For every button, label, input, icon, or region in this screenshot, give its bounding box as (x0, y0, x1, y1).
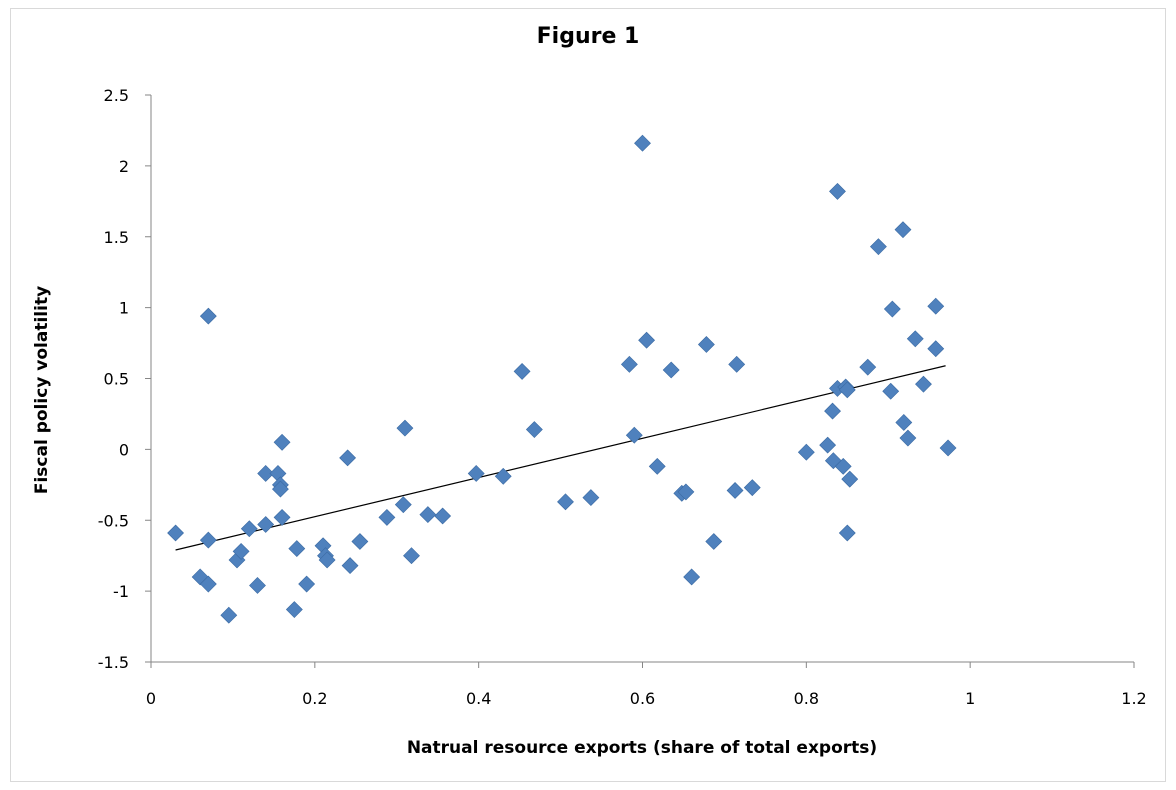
data-point (199, 307, 217, 325)
data-point (273, 508, 291, 526)
data-point (634, 134, 651, 152)
data-point (895, 414, 913, 431)
data-point (697, 336, 715, 353)
axes: 2.5 2 1.5 1 0.5 0 -0.5 -1 -1.5 0 0.2 0.4 0.6 0.8 1 1.2 (98, 86, 1147, 708)
y-tick-label: 1 (119, 299, 129, 318)
data-point (249, 577, 266, 594)
data-point (743, 479, 761, 497)
x-tick-label: 0.6 (630, 689, 655, 708)
x-tick-label: 0.8 (794, 689, 819, 708)
data-point (838, 524, 856, 542)
y-tick-label: -1.5 (98, 653, 129, 672)
data-point (824, 402, 841, 420)
data-point (199, 575, 217, 593)
data-point (834, 457, 852, 475)
data-point (927, 297, 945, 315)
trendline-group (175, 365, 946, 551)
data-point (705, 533, 723, 550)
data-point (394, 496, 412, 514)
y-tick-label: 0 (119, 440, 129, 459)
chart-frame (10, 8, 1166, 782)
y-tick-label: -1 (113, 582, 129, 601)
trendline (175, 365, 946, 551)
x-tick-label: 0.4 (466, 689, 491, 708)
x-tick-label: 1.2 (1121, 689, 1146, 708)
data-point (557, 493, 574, 511)
data-point (167, 524, 184, 542)
data-point (638, 331, 656, 349)
data-point (257, 516, 275, 533)
data-point (288, 540, 306, 558)
data-point (841, 470, 859, 488)
data-point (677, 483, 695, 501)
data-points (167, 134, 957, 624)
data-point (240, 520, 258, 538)
data-point (273, 433, 291, 451)
y-tick-label: 2.5 (104, 86, 129, 105)
data-point (620, 355, 638, 373)
data-point (272, 480, 289, 498)
data-point (467, 465, 485, 482)
y-tick-label: 2 (119, 157, 129, 176)
data-point (403, 547, 420, 565)
y-tick-label: 0.5 (104, 370, 129, 389)
x-tick-label: 1 (965, 689, 975, 708)
y-tick-label: 1.5 (104, 228, 129, 247)
data-point (625, 426, 643, 444)
data-point (838, 381, 856, 399)
data-point (341, 557, 359, 575)
data-point (819, 436, 837, 454)
data-point (378, 508, 396, 526)
data-point (582, 489, 600, 506)
data-point (285, 601, 303, 618)
data-point (899, 429, 917, 447)
data-point (869, 238, 887, 256)
data-point (882, 382, 900, 400)
data-point (726, 482, 744, 499)
data-point (915, 375, 932, 393)
data-point (859, 358, 877, 376)
x-axis-label: Natrual resource exports (share of total… (406, 738, 878, 758)
data-point (906, 330, 924, 348)
data-point (339, 449, 357, 467)
data-point (525, 421, 543, 438)
data-point (318, 551, 336, 569)
chart-title: Figure 1 (536, 24, 640, 49)
data-point (298, 575, 316, 593)
data-point (648, 457, 666, 475)
data-point (257, 465, 275, 482)
data-point (728, 355, 746, 373)
data-point (419, 506, 437, 524)
x-tick-label: 0.2 (302, 689, 327, 708)
data-point (894, 221, 912, 239)
data-point (220, 606, 238, 624)
data-point (829, 182, 846, 200)
data-point (883, 300, 901, 318)
data-point (494, 467, 512, 485)
data-point (199, 531, 217, 549)
data-point (797, 443, 815, 461)
data-point (683, 568, 701, 586)
data-point (927, 340, 945, 358)
data-point (351, 533, 369, 550)
data-point (662, 361, 680, 379)
data-point (232, 543, 250, 560)
data-point (434, 507, 452, 525)
data-point (396, 419, 414, 437)
x-tick-label: 0 (146, 689, 156, 708)
data-point (939, 439, 957, 457)
data-point (513, 362, 531, 380)
y-tick-label: -0.5 (98, 511, 129, 530)
